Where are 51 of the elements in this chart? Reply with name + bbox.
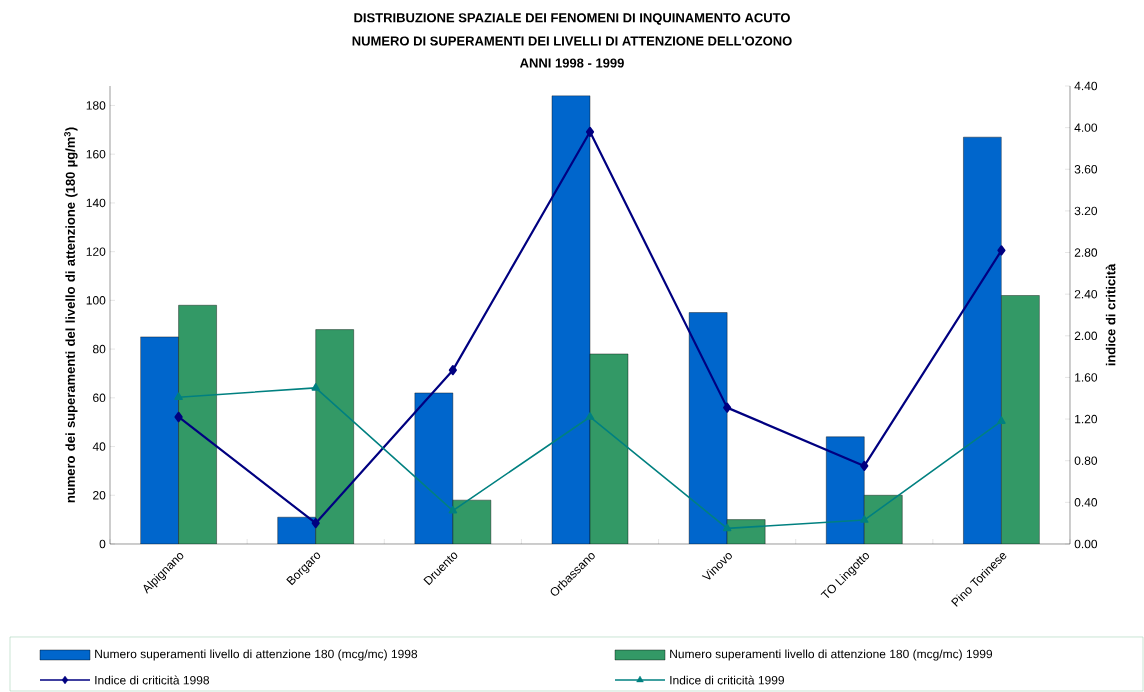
y-tick-label: 160: [86, 149, 106, 159]
y2-tick-label: 1.20: [1075, 414, 1098, 424]
y2-tick-label: 2.80: [1074, 248, 1098, 257]
y2-tick-label: 0.00: [1074, 539, 1098, 549]
y-tick-label: 100: [86, 296, 106, 305]
point: [311, 383, 320, 391]
y-tick-label: 40: [92, 442, 106, 451]
bar: [689, 312, 728, 544]
bar: [963, 136, 1002, 544]
text: ANNI 1998 - 1999: [519, 58, 624, 68]
y-tick-label: 80: [92, 344, 106, 354]
y-tick-label: 0: [99, 539, 106, 549]
y-tick-label: 140: [86, 198, 106, 208]
legend-label: Numero superamenti livello di attenzione 180 (mcg/mc) 1999: [670, 649, 993, 661]
point: [722, 523, 732, 532]
y2-tick-label: 0.40: [1074, 498, 1098, 507]
y2-tick-label: 1.60: [1075, 373, 1098, 382]
point: [585, 126, 595, 137]
point: [174, 411, 183, 423]
point: [997, 245, 1006, 256]
bar: [414, 392, 453, 544]
y2-tick-label: 3.20: [1074, 206, 1098, 216]
legend-label: Numero superamenti livello di attenzione 180 (mcg/mc) 1998: [95, 649, 418, 661]
point: [860, 460, 869, 472]
y2-tick-label: 3.60: [1074, 165, 1098, 174]
bar: [826, 436, 865, 544]
y-tick-label: 180: [86, 101, 106, 110]
y2-tick-label: 4.00: [1074, 123, 1098, 132]
legend-label: Indice di criticità 1999: [670, 675, 784, 685]
y2-tick-label: 2.00: [1074, 331, 1098, 341]
point: [448, 505, 458, 514]
bar: [552, 95, 590, 544]
y2-tick-label: 2.40: [1074, 289, 1098, 299]
chart-subtitle: NUMERO DI SUPERAMENTI DEI LIVELLI DI ATTENZIONE DELL'OZONO: [352, 36, 792, 46]
y-tick-label: 120: [86, 247, 106, 256]
y-axis-title: numero dei superamenti del livello di attenzione (180 µg/m$^{3}$): [64, 127, 78, 503]
point: [585, 412, 595, 420]
y2-tick-label: 0.80: [1074, 456, 1098, 465]
point: [723, 402, 732, 413]
point: [860, 515, 869, 523]
y-tick-label: 60: [93, 393, 106, 403]
point: [174, 392, 183, 401]
y2-axis-title: indice di criticità: [1105, 263, 1116, 366]
point: [997, 416, 1006, 424]
point: [311, 518, 320, 529]
chart-title: DISTRIBUZIONE SPAZIALE DEI FENOMENI DI INQUINAMENTO ACUTO: [354, 13, 790, 25]
y-tick-label: 20: [93, 491, 106, 500]
point: [448, 365, 457, 376]
legend-label: Indice di criticità 1998: [95, 675, 210, 685]
y2-tick-label: 4.40: [1074, 81, 1098, 91]
bar: [140, 336, 179, 544]
